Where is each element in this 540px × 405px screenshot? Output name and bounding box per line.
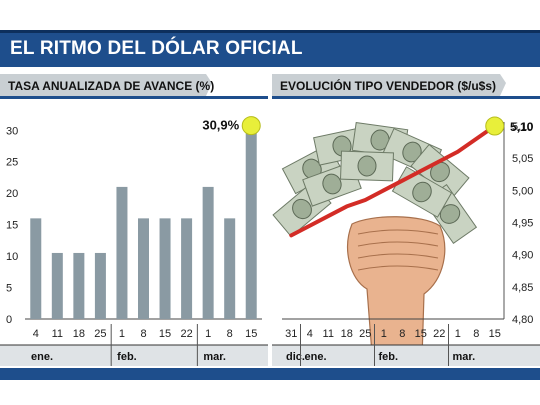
- x-tick-label: 1: [205, 328, 211, 340]
- banknote-icon: [410, 143, 470, 201]
- chart-title: TASA ANUALIZADA DE AVANCE (%): [8, 79, 214, 93]
- banknote-icon: [340, 150, 394, 182]
- bar: [202, 186, 214, 319]
- x-tick-label: 1: [119, 328, 125, 340]
- x-tick-label: 15: [415, 328, 427, 340]
- x-tick-label: 1: [381, 328, 387, 340]
- y-tick-label: 30: [6, 125, 18, 137]
- highlight-dot: [485, 116, 505, 136]
- x-tick-label: 8: [140, 328, 146, 340]
- month-label: dic.: [286, 351, 305, 363]
- x-tick-label: 4: [307, 328, 313, 340]
- x-tick-label: 8: [473, 328, 479, 340]
- finger-line: [357, 253, 439, 259]
- line-chart: EVOLUCIÓN TIPO VENDEDOR ($/u$s) 4,80 4,85 4…: [272, 74, 540, 366]
- y-tick-label: 4,80: [512, 314, 533, 326]
- line-chart-panel: EVOLUCIÓN TIPO VENDEDOR ($/u$s) 4,80 4,85 4…: [272, 74, 540, 366]
- y-tick-label: 15: [6, 220, 18, 232]
- y-tick-label: 20: [6, 188, 18, 200]
- month-band: [0, 345, 268, 366]
- finger-line: [357, 229, 439, 235]
- x-tick-label: 18: [73, 328, 85, 340]
- x-tick-label: 11: [323, 328, 334, 340]
- y-tick-label: 4,85: [512, 282, 533, 294]
- y-tick-label: 4,90: [512, 250, 533, 262]
- fist-with-money-illustration: [272, 121, 478, 360]
- bar: [30, 218, 42, 319]
- chart-title-underline: [0, 96, 268, 99]
- x-tick-label: 11: [52, 328, 63, 340]
- fist-shape: [347, 216, 446, 360]
- chart-title-underline: [272, 96, 540, 99]
- bar-chart: TASA ANUALIZADA DE AVANCE (%) 0 5 10 15 20 25 3…: [0, 74, 268, 366]
- page-title: EL RITMO DEL DÓLAR OFICIAL: [10, 38, 303, 59]
- month-label: feb.: [379, 351, 399, 363]
- bar: [159, 218, 171, 319]
- series-line: [289, 124, 497, 238]
- month-label: ene.: [305, 351, 327, 363]
- highlight-dot: [241, 116, 261, 136]
- finger-line: [357, 241, 439, 247]
- bottom-bar: [0, 368, 540, 380]
- x-tick-label: 18: [341, 328, 353, 340]
- bar: [116, 186, 128, 319]
- x-tick-label: 8: [399, 328, 405, 340]
- x-tick-label: 31: [285, 328, 297, 340]
- month-label: mar.: [453, 351, 476, 363]
- y-tick-label: 5,05: [512, 153, 533, 165]
- x-tick-label: 15: [489, 328, 501, 340]
- y-tick-label: 10: [6, 251, 18, 263]
- x-tick-label: 4: [33, 328, 39, 340]
- y-tick-label: 25: [6, 157, 18, 169]
- y-tick-label: 5,00: [512, 185, 533, 197]
- bar: [51, 252, 63, 319]
- x-tick-label: 15: [159, 328, 171, 340]
- x-tick-label: 25: [94, 328, 106, 340]
- x-tick-label: 8: [227, 328, 233, 340]
- month-label: mar.: [203, 351, 226, 363]
- y-tick-label: 5,10: [512, 121, 533, 133]
- y-tick-label: 0: [6, 314, 12, 326]
- chart-title-tab: [272, 74, 506, 96]
- bar: [224, 218, 236, 319]
- x-tick-label: 22: [433, 328, 445, 340]
- chart-title-tab: [0, 74, 212, 96]
- bar: [138, 218, 149, 319]
- x-tick-label: 15: [245, 328, 257, 340]
- x-tick-label: 25: [359, 328, 371, 340]
- bar-chart-panel: TASA ANUALIZADA DE AVANCE (%) 0 5 10 15 20 25 3…: [0, 74, 268, 366]
- title-bar: EL RITMO DEL DÓLAR OFICIAL: [0, 30, 540, 67]
- x-tick-label: 22: [180, 328, 192, 340]
- annotation-label: 5,10: [510, 120, 534, 134]
- y-tick-label: 4,95: [512, 218, 533, 230]
- x-tick-label: 1: [455, 328, 461, 340]
- bar: [245, 124, 257, 319]
- annotation-label: 30,9%: [202, 118, 239, 133]
- finger-line: [357, 265, 439, 271]
- chart-title: EVOLUCIÓN TIPO VENDEDOR ($/u$s): [280, 78, 496, 93]
- y-tick-label: 5: [6, 283, 12, 295]
- bar: [181, 218, 193, 319]
- month-label: ene.: [31, 351, 53, 363]
- month-band: [272, 345, 540, 366]
- bar: [73, 252, 85, 319]
- month-label: feb.: [117, 351, 137, 363]
- bar: [94, 252, 106, 319]
